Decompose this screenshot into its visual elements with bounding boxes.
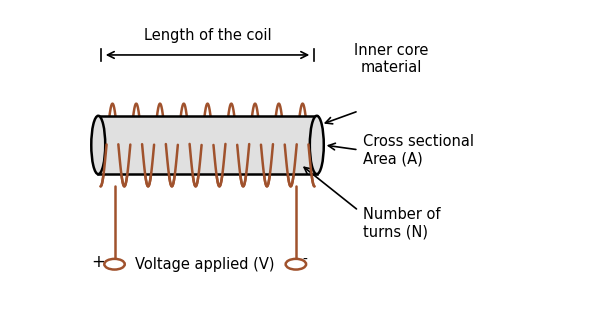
Ellipse shape — [310, 116, 324, 174]
Ellipse shape — [91, 116, 105, 174]
Circle shape — [286, 259, 306, 270]
Bar — [98, 116, 317, 174]
Text: Number of
turns (N): Number of turns (N) — [364, 207, 441, 239]
Text: Cross sectional
Area (A): Cross sectional Area (A) — [364, 134, 475, 166]
Text: Inner core
material: Inner core material — [354, 43, 428, 75]
Text: -: - — [303, 253, 308, 267]
Text: Length of the coil: Length of the coil — [144, 28, 271, 43]
Text: Voltage applied (V): Voltage applied (V) — [136, 257, 275, 272]
Text: +: + — [91, 253, 105, 271]
Circle shape — [104, 259, 125, 270]
